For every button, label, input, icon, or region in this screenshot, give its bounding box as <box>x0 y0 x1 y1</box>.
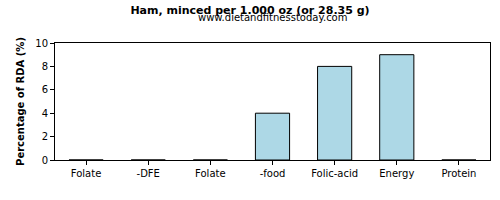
svg-text:6: 6 <box>42 84 48 95</box>
svg-text:-food: -food <box>260 168 286 179</box>
svg-text:Folate: Folate <box>195 168 226 179</box>
svg-text:Protein: Protein <box>441 168 476 179</box>
svg-text:Folate: Folate <box>71 168 102 179</box>
svg-text:Percentage of RDA (%): Percentage of RDA (%) <box>15 37 26 166</box>
svg-text:Folic-acid: Folic-acid <box>311 168 358 179</box>
svg-text:0: 0 <box>42 155 48 166</box>
svg-text:4: 4 <box>42 108 48 119</box>
svg-text:Energy: Energy <box>379 168 414 179</box>
svg-text:www.dietandfitnesstoday.com: www.dietandfitnesstoday.com <box>198 12 347 23</box>
svg-text:8: 8 <box>42 61 48 72</box>
svg-text:Ham, minced per 1.000 oz (or 2: Ham, minced per 1.000 oz (or 28.35 g) <box>130 4 369 17</box>
svg-text:-DFE: -DFE <box>137 168 160 179</box>
svg-text:10: 10 <box>35 38 48 49</box>
svg-text:2: 2 <box>42 131 48 142</box>
